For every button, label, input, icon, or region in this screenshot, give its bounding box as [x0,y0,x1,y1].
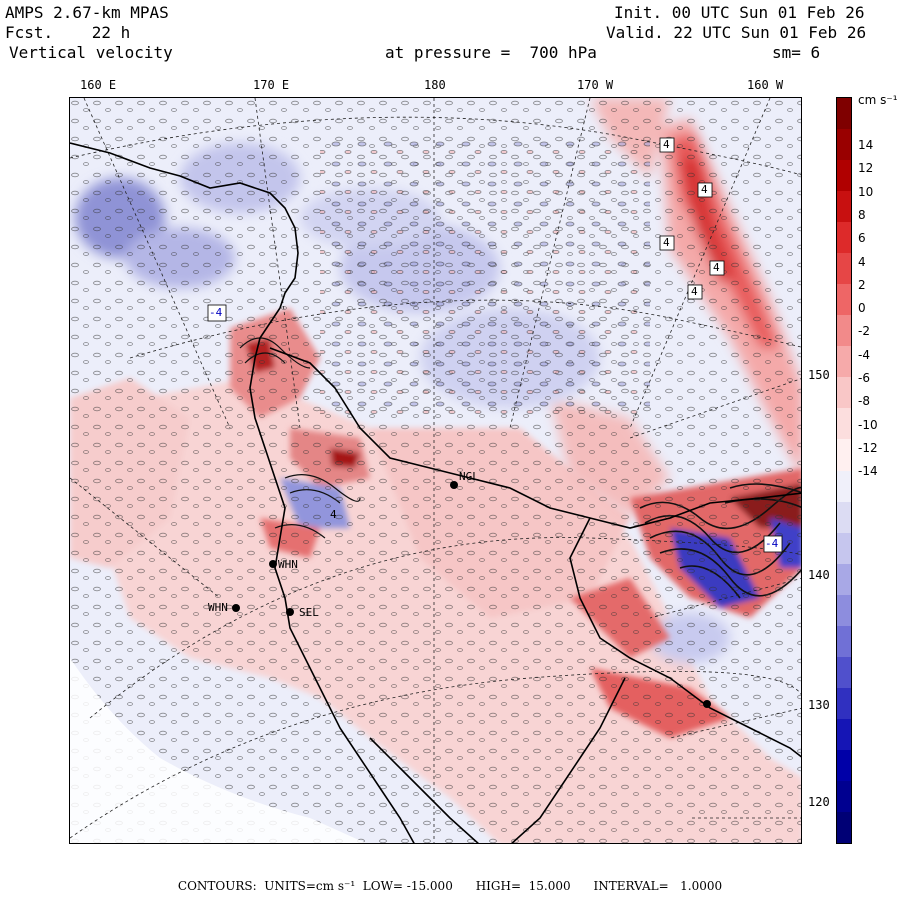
station-dot-marie-byrd [703,700,711,708]
contour-label: 4 [701,183,708,196]
colorbar-tick-label: 2 [858,277,866,292]
model-title: AMPS 2.67-km MPAS [5,3,169,22]
longitude-label-160w: 160 W [747,78,784,92]
pressure-level: at pressure = 700 hPa [385,43,597,62]
colorbar-units: cm s⁻¹ [858,93,898,107]
colorbar-segment [837,470,851,503]
station-dot-sel [286,608,294,616]
colorbar-tick-label: -8 [858,394,870,409]
contour-label-negative: -4 [209,306,223,319]
colorbar-segment [837,501,851,534]
colorbar-segment [837,191,851,223]
station-markers [232,481,711,708]
station-label-sel: SEL [299,606,319,619]
colorbar-segment [837,718,851,751]
colorbar-segment [837,377,851,409]
colorbar-segment [837,563,851,596]
colorbar-tick-label: -14 [858,464,878,479]
colorbar-segment [837,811,851,844]
colorbar-segment [837,315,851,347]
colorbar-segment [837,687,851,720]
colorbar-tick-label: 12 [858,161,874,176]
contour-label: 4 [663,138,670,151]
open-area-lower-left [70,658,366,843]
contour-label: 4 [330,508,337,521]
contour-label-negative: -4 [765,537,779,550]
colorbar-tick-label: -12 [858,440,878,455]
longitude-label-170e: 170 E [253,78,290,92]
station-label-whn-1: WHN [278,558,298,571]
contour-label-boxes [207,137,783,553]
vertical-velocity-map[interactable]: NGL WHN WHN SEL 4 4 4 4 4 4 -4 -4 [69,97,802,844]
latitude-circles [70,116,801,839]
colorbar-tick-label: -6 [858,371,870,385]
colorbar-tick-label: 14 [858,138,874,152]
init-time: Init. 00 UTC Sun 01 Feb 26 [614,3,865,22]
valid-time: Valid. 22 UTC Sun 01 Feb 26 [606,23,867,42]
map-svg [70,98,801,843]
station-label-ngl: NGL [459,470,479,483]
longitude-label-160e: 160 E [80,78,117,92]
colorbar [836,97,852,844]
station-label-whn-2: WHN [208,601,228,614]
colorbar-tick-label: 4 [858,254,866,269]
contour-label: 4 [713,261,720,274]
contour-info: CONTOURS: UNITS=cm s⁻¹ LOW= -15.000 HIGH… [177,879,723,893]
colorbar-segment [837,439,851,471]
colorbar-segment [837,780,851,813]
colorbar-segment [837,532,851,565]
contour-label: 4 [663,236,670,249]
longitude-label-170w: 170 W [577,78,614,92]
colorbar-tick-label: -4 [858,347,870,362]
colorbar-tick-label: -10 [858,417,878,432]
contour-label: 4 [691,285,698,298]
colorbar-tick-label: -2 [858,324,870,339]
colorbar-segment [837,346,851,378]
colorbar-segment [837,98,851,130]
field-name: Vertical velocity [9,43,173,62]
colorbar-segment [837,160,851,192]
colorbar-tick-label: 10 [858,184,874,199]
smoothing-value: sm= 6 [772,43,821,62]
colorbar-segment [837,222,851,254]
colorbar-segment [837,625,851,658]
coastlines [70,142,801,843]
colorbar-segment [837,749,851,782]
station-dot-whn-1 [269,560,277,568]
colorbar-tick-label: 0 [858,301,866,316]
colorbar-segment [837,656,851,689]
colorbar-segment [837,284,851,316]
longitude-label-180: 180 [424,78,446,92]
colorbar-tick-label: 8 [858,207,866,222]
colorbar-segment [837,253,851,285]
station-dot-whn-2 [232,604,240,612]
forecast-hour: Fcst. 22 h [5,23,131,42]
colorbar-tick-label: 6 [858,231,866,246]
colorbar-segment [837,408,851,440]
colorbar-segment [837,129,851,161]
colorbar-segment [837,594,851,627]
station-dot-ngl [450,481,458,489]
